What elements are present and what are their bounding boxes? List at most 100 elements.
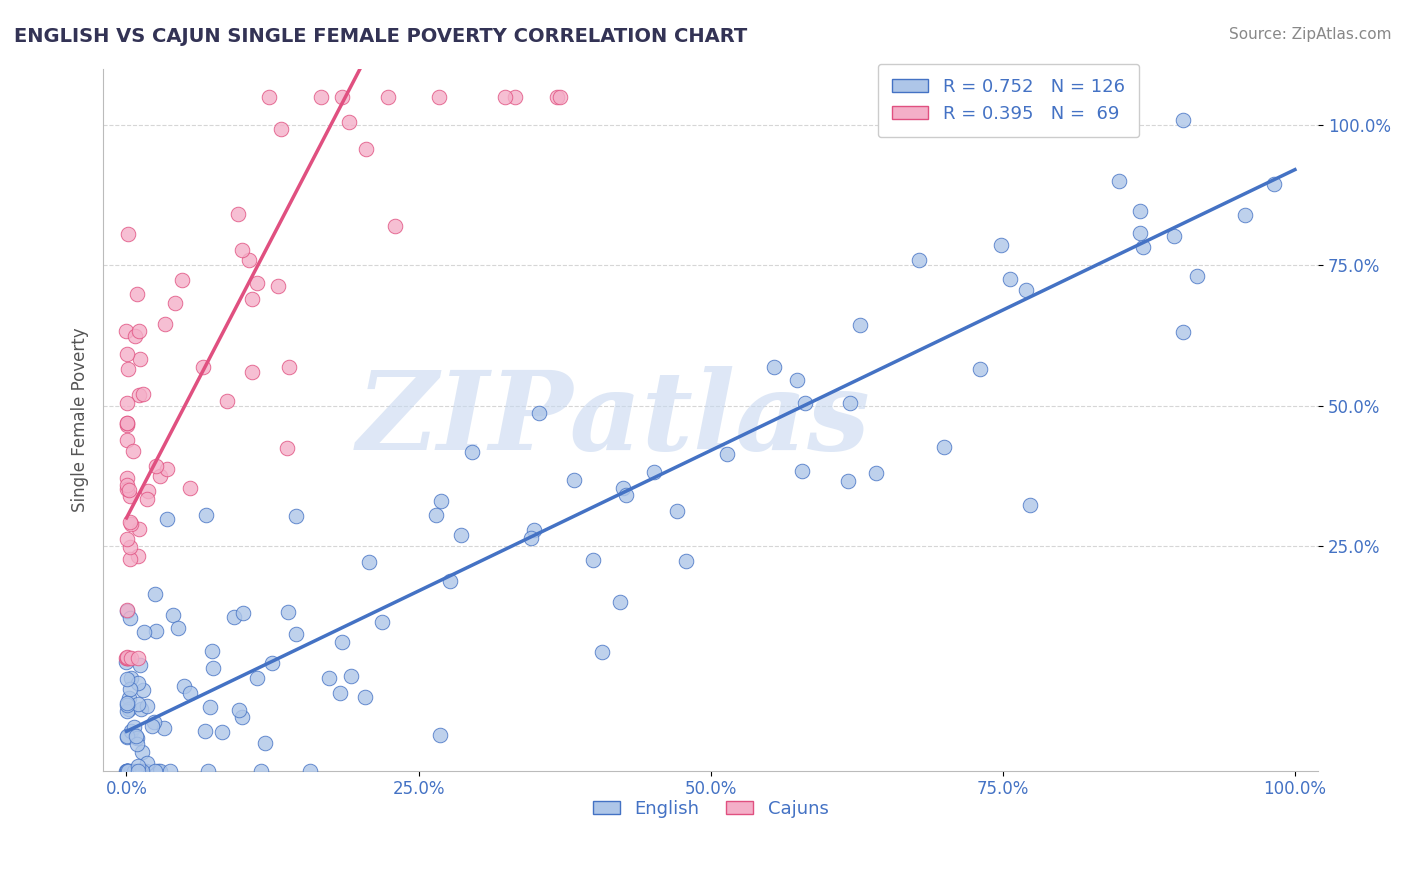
Point bbox=[115, 533, 138, 547]
Point bbox=[118, 489, 141, 503]
Point bbox=[211, 725, 233, 739]
Point bbox=[550, 89, 572, 103]
Point bbox=[201, 643, 224, 657]
Point bbox=[125, 731, 148, 745]
Point bbox=[149, 764, 172, 778]
Point bbox=[1018, 498, 1040, 512]
Point bbox=[564, 473, 586, 487]
Text: ZIPatlas: ZIPatlas bbox=[357, 366, 870, 474]
Point bbox=[117, 651, 139, 665]
Point bbox=[716, 447, 738, 461]
Point bbox=[450, 528, 472, 542]
Point bbox=[198, 700, 221, 714]
Point bbox=[117, 764, 139, 778]
Point bbox=[159, 764, 181, 778]
Point bbox=[238, 252, 260, 267]
Point bbox=[643, 465, 665, 479]
Point bbox=[222, 610, 245, 624]
Point bbox=[115, 673, 138, 687]
Point bbox=[149, 469, 172, 483]
Point bbox=[340, 669, 363, 683]
Point bbox=[117, 764, 139, 778]
Point bbox=[124, 329, 146, 343]
Point bbox=[267, 278, 290, 293]
Point bbox=[201, 661, 224, 675]
Point bbox=[118, 691, 141, 706]
Point bbox=[429, 89, 451, 103]
Point bbox=[115, 651, 138, 665]
Point bbox=[529, 406, 551, 420]
Point bbox=[591, 645, 613, 659]
Point bbox=[908, 253, 931, 268]
Point bbox=[118, 611, 141, 625]
Point bbox=[547, 89, 569, 103]
Point bbox=[519, 531, 541, 545]
Point bbox=[179, 686, 201, 700]
Point bbox=[837, 474, 859, 488]
Point bbox=[232, 606, 254, 620]
Point bbox=[125, 286, 148, 301]
Point bbox=[231, 243, 253, 257]
Point bbox=[969, 361, 991, 376]
Point bbox=[115, 764, 138, 778]
Point bbox=[614, 487, 637, 501]
Point bbox=[117, 362, 139, 376]
Point bbox=[1108, 174, 1130, 188]
Point bbox=[193, 359, 215, 374]
Point bbox=[120, 671, 142, 685]
Point bbox=[270, 122, 292, 136]
Point bbox=[260, 656, 283, 670]
Point bbox=[115, 603, 138, 617]
Point bbox=[276, 441, 298, 455]
Point bbox=[231, 710, 253, 724]
Point bbox=[131, 764, 153, 778]
Point bbox=[257, 89, 280, 103]
Point bbox=[197, 764, 219, 778]
Point bbox=[129, 351, 152, 366]
Point bbox=[762, 359, 785, 374]
Point bbox=[429, 728, 451, 742]
Point bbox=[127, 651, 149, 665]
Point bbox=[125, 729, 148, 743]
Point bbox=[120, 651, 142, 665]
Point bbox=[793, 396, 815, 410]
Point bbox=[173, 680, 195, 694]
Y-axis label: Single Female Poverty: Single Female Poverty bbox=[72, 327, 89, 512]
Point bbox=[117, 702, 139, 716]
Point bbox=[145, 624, 167, 638]
Point bbox=[228, 703, 250, 717]
Point bbox=[990, 238, 1012, 252]
Point bbox=[612, 481, 634, 495]
Text: Source: ZipAtlas.com: Source: ZipAtlas.com bbox=[1229, 27, 1392, 42]
Point bbox=[131, 745, 153, 759]
Point bbox=[665, 504, 688, 518]
Point bbox=[141, 719, 163, 733]
Point bbox=[117, 651, 139, 665]
Point bbox=[162, 607, 184, 622]
Point bbox=[195, 508, 218, 523]
Point bbox=[194, 724, 217, 739]
Point bbox=[354, 142, 377, 156]
Point bbox=[849, 318, 872, 333]
Text: ENGLISH VS CAJUN SINGLE FEMALE POVERTY CORRELATION CHART: ENGLISH VS CAJUN SINGLE FEMALE POVERTY C… bbox=[14, 27, 748, 45]
Point bbox=[115, 729, 138, 743]
Point bbox=[118, 483, 141, 498]
Point bbox=[127, 697, 149, 711]
Point bbox=[354, 690, 377, 704]
Point bbox=[439, 574, 461, 589]
Point bbox=[117, 227, 139, 241]
Point bbox=[523, 524, 546, 538]
Point bbox=[115, 764, 138, 778]
Point bbox=[377, 89, 399, 103]
Point bbox=[786, 373, 808, 387]
Point bbox=[932, 441, 955, 455]
Point bbox=[128, 658, 150, 673]
Point bbox=[120, 515, 142, 529]
Point bbox=[117, 433, 139, 447]
Point bbox=[115, 698, 138, 712]
Point bbox=[136, 756, 159, 770]
Point bbox=[179, 481, 201, 495]
Point bbox=[134, 625, 156, 640]
Point bbox=[494, 89, 516, 103]
Point bbox=[118, 540, 141, 554]
